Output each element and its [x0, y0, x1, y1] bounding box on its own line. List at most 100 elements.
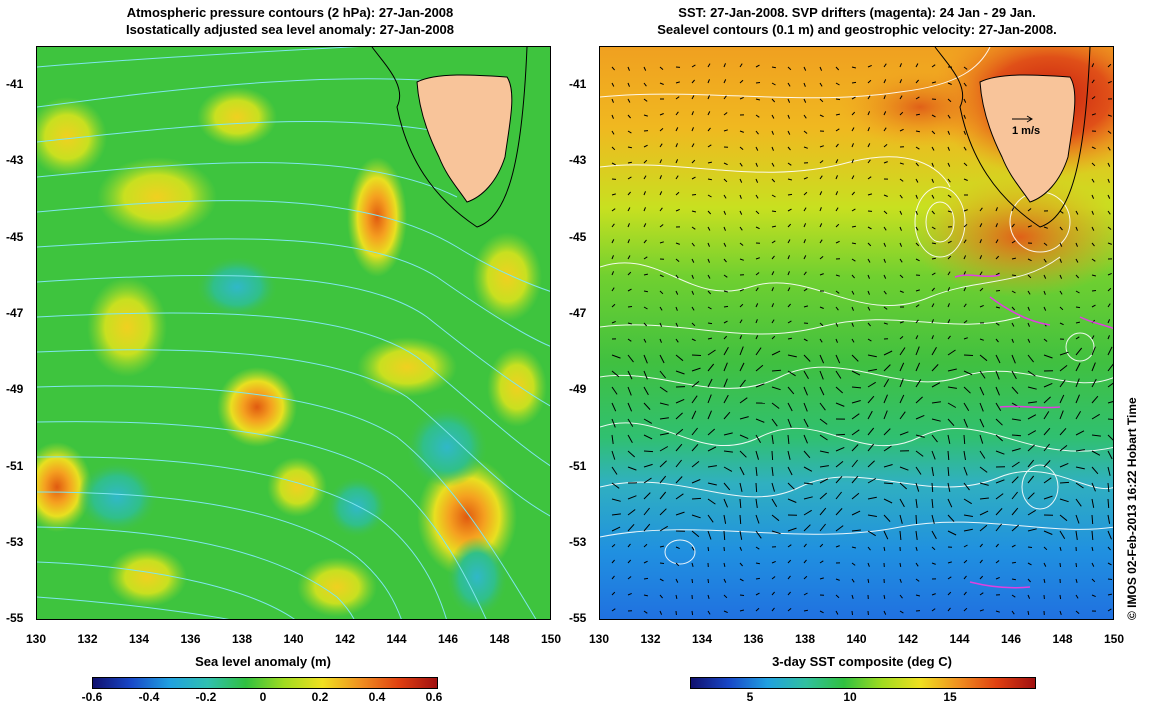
velocity-arrow	[1059, 410, 1064, 420]
velocity-arrow	[1059, 562, 1061, 568]
velocity-arrow	[915, 242, 920, 247]
velocity-arrow	[643, 354, 648, 364]
velocity-arrow	[899, 578, 902, 583]
velocity-arrow	[1091, 378, 1097, 388]
velocity-arrow	[627, 114, 631, 119]
velocity-arrow	[771, 560, 776, 564]
velocity-arrow	[1011, 338, 1014, 343]
velocity-arrow	[899, 194, 903, 199]
velocity-arrow	[899, 514, 903, 524]
velocity-arrow	[627, 239, 630, 244]
velocity-arrow	[1059, 530, 1066, 539]
velocity-arrow	[627, 466, 637, 471]
velocity-arrow	[899, 411, 906, 420]
velocity-arrow	[835, 82, 840, 86]
velocity-arrow	[787, 130, 791, 135]
velocity-arrow	[1107, 272, 1112, 276]
velocity-arrow	[627, 82, 630, 87]
velocity-arrow	[1075, 411, 1082, 420]
velocity-arrow	[723, 178, 728, 183]
lat-tick-left: -49	[6, 382, 24, 397]
velocity-arrow	[675, 546, 680, 550]
velocity-arrow	[1091, 79, 1095, 84]
velocity-arrow	[931, 257, 936, 260]
velocity-arrow	[739, 530, 743, 540]
velocity-arrow	[899, 336, 904, 340]
lon-tick-left: 138	[231, 632, 253, 646]
velocity-arrow	[803, 98, 807, 103]
velocity-arrow	[771, 591, 775, 596]
velocity-arrow	[755, 434, 762, 443]
velocity-arrow	[787, 544, 792, 548]
velocity-arrow	[1011, 290, 1016, 294]
velocity-arrow	[803, 239, 806, 244]
velocity-arrow	[851, 111, 856, 116]
velocity-arrow	[611, 466, 618, 475]
velocity-arrow	[659, 354, 665, 364]
velocity-arrow	[1075, 466, 1085, 470]
velocity-arrow	[915, 498, 918, 508]
velocity-arrow	[979, 338, 984, 341]
velocity-arrow	[755, 482, 758, 493]
velocity-arrow	[627, 146, 633, 149]
velocity-arrow	[931, 482, 934, 493]
velocity-arrow	[1075, 498, 1082, 507]
velocity-arrow	[803, 223, 807, 228]
velocity-arrow	[1091, 434, 1101, 437]
right-panel-title: SST: 27-Jan-2008. SVP drifters (magenta)…	[597, 4, 1117, 38]
velocity-arrow	[1091, 258, 1096, 262]
velocity-arrow	[883, 364, 891, 372]
velocity-arrow	[1027, 430, 1037, 436]
velocity-arrow	[899, 258, 903, 263]
sst-map: 1 m/s	[599, 46, 1114, 620]
velocity-arrow	[915, 79, 919, 84]
velocity-arrow	[659, 290, 664, 295]
velocity-arrow	[819, 207, 822, 212]
velocity-arrow	[771, 130, 774, 135]
velocity-arrow	[1011, 524, 1020, 532]
velocity-arrow	[963, 114, 966, 119]
velocity-arrow	[1027, 306, 1031, 311]
velocity-arrow	[707, 446, 717, 452]
velocity-arrow	[1027, 509, 1036, 516]
velocity-arrow	[963, 320, 968, 324]
velocity-arrow	[899, 63, 902, 68]
velocity-arrow	[947, 287, 951, 292]
velocity-arrow	[643, 159, 648, 164]
velocity-arrow	[755, 364, 764, 372]
lat-tick-right: -41	[569, 77, 587, 91]
velocity-arrow	[947, 576, 952, 580]
velocity-arrow	[899, 290, 904, 293]
velocity-arrow	[691, 443, 699, 452]
velocity-arrow	[803, 354, 811, 362]
velocity-arrow	[659, 386, 668, 393]
velocity-arrow	[1091, 498, 1095, 508]
velocity-arrow	[787, 287, 791, 292]
velocity-arrow	[1075, 610, 1080, 614]
velocity-arrow	[947, 402, 957, 408]
velocity-arrow	[803, 434, 808, 444]
velocity-arrow	[787, 303, 791, 308]
velocity-arrow	[643, 543, 648, 548]
velocity-arrow	[851, 208, 856, 212]
velocity-arrow	[675, 96, 680, 100]
velocity-arrow	[883, 546, 886, 552]
velocity-arrow	[643, 463, 653, 468]
velocity-arrow	[819, 370, 824, 380]
velocity-arrow	[611, 513, 621, 516]
velocity-arrow	[867, 578, 870, 583]
velocity-arrow	[883, 445, 892, 452]
velocity-arrow	[899, 274, 904, 279]
velocity-arrow	[931, 146, 935, 151]
velocity-arrow	[723, 362, 728, 372]
velocity-arrow	[851, 306, 854, 311]
velocity-arrow	[787, 320, 792, 324]
velocity-arrow	[931, 64, 936, 68]
velocity-arrow	[691, 258, 695, 263]
velocity-arrow	[691, 610, 694, 616]
velocity-arrow	[675, 191, 680, 196]
velocity-arrow	[707, 410, 712, 420]
velocity-arrow	[995, 560, 1000, 564]
velocity-arrow	[1043, 258, 1047, 263]
velocity-arrow	[1059, 365, 1068, 372]
